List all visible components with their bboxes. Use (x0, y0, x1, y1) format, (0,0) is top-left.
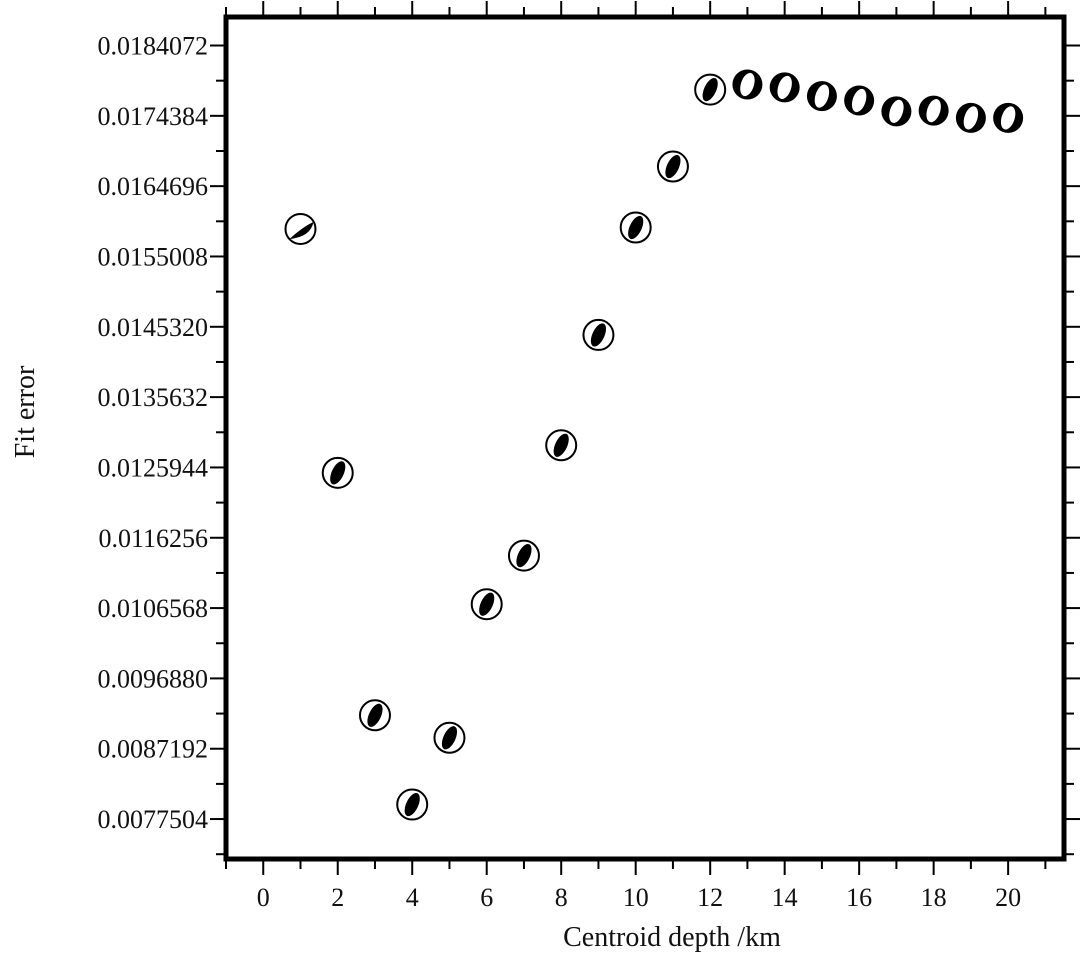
y-axis-title: Fit error (10, 365, 41, 458)
beachball-marker (656, 150, 689, 183)
beachball-marker (284, 212, 317, 245)
y-tick-label: 0.0155008 (98, 242, 209, 271)
x-tick-label: 8 (555, 883, 568, 912)
y-tick-label: 0.0164696 (98, 172, 209, 201)
beachball-marker (806, 81, 837, 112)
beachball-marker (358, 699, 391, 732)
beachball-marker (918, 95, 949, 126)
x-tick-label: 12 (697, 883, 723, 912)
x-tick-label: 10 (623, 883, 649, 912)
x-tick-label: 18 (921, 883, 947, 912)
y-tick-label: 0.0174384 (98, 102, 209, 131)
y-tick-label: 0.0184072 (98, 32, 209, 61)
beachball-marker (993, 102, 1024, 133)
y-tick-label: 0.0125944 (98, 453, 209, 482)
y-tick-label: 0.0087192 (98, 735, 209, 764)
beachball-marker (844, 85, 875, 116)
y-tick-label: 0.0116256 (98, 524, 208, 553)
x-tick-label: 4 (406, 883, 419, 912)
y-tick-label: 0.0077504 (98, 805, 209, 834)
x-tick-label: 14 (772, 883, 798, 912)
beachball-marker (582, 318, 615, 351)
beachball-marker (955, 102, 986, 133)
x-tick-label: 16 (846, 883, 872, 912)
y-tick-label: 0.0145320 (98, 313, 209, 342)
plot-frame (223, 14, 1067, 862)
y-tick-label: 0.0135632 (98, 383, 209, 412)
x-axis-title: Centroid depth /km (563, 922, 781, 953)
y-tick-label: 0.0096880 (98, 664, 209, 693)
y-tick-label: 0.0106568 (98, 594, 209, 623)
tick-labels: 0 2 4 6 8 10 12 14 16 18 20 0.0184072 0.0174384 0.016… (98, 32, 1022, 912)
beachball-marker (433, 721, 466, 754)
x-tick-label: 20 (995, 883, 1021, 912)
beachball-marker (321, 456, 354, 489)
x-tick-label: 2 (331, 883, 344, 912)
beachball-markers (284, 69, 1024, 821)
beachball-marker (732, 69, 763, 100)
beachball-marker (470, 588, 503, 621)
x-tick-label: 0 (257, 883, 270, 912)
beachball-marker (619, 211, 652, 244)
x-tick-label: 6 (480, 883, 493, 912)
beachball-marker (769, 72, 800, 103)
beachball-marker (507, 539, 540, 572)
beachball-marker (396, 788, 429, 821)
beachball-marker (694, 73, 727, 106)
beachball-marker (545, 429, 578, 462)
beachball-marker (881, 96, 912, 127)
axis-ticks (210, 1, 1080, 875)
